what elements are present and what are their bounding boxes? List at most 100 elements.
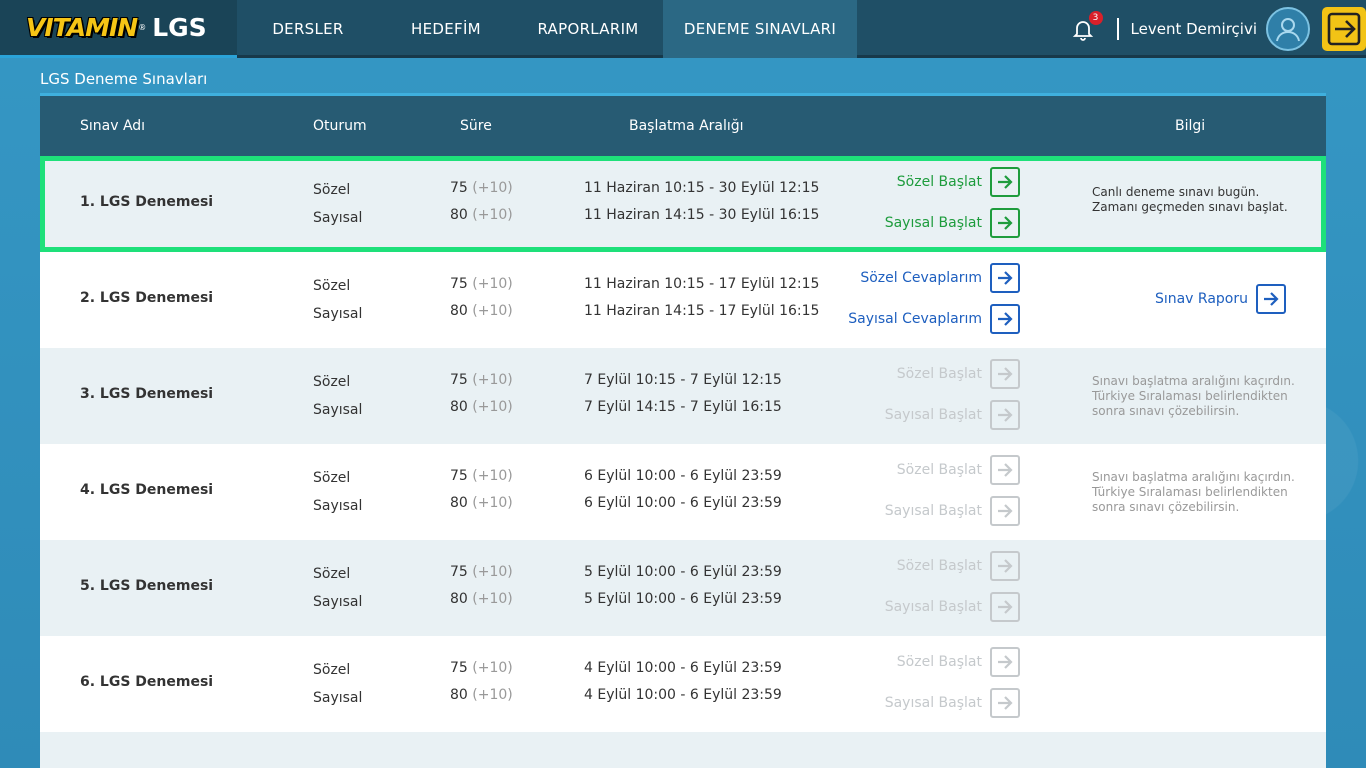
username[interactable]: Levent Demirçivi [1130,20,1257,38]
user-area: 3 Levent Demirçivi [1071,0,1366,58]
exam-report-button[interactable]: Sınav Raporu [1155,284,1286,314]
duration-verbal: 75 (+10) [450,276,513,292]
arrow-right-icon [990,647,1020,677]
numerical-action-button: Sayısal Başlat [885,496,1020,526]
duration-numerical: 80 (+10) [450,303,513,319]
table-row: 2. LGS Denemesi Sözel Sayısal 75 (+10) 80 (+… [40,252,1326,348]
numerical-action-button: Sayısal Başlat [885,592,1020,622]
range-numerical: 7 Eylül 14:15 - 7 Eylül 16:15 [584,399,782,415]
duration-extra: (+10) [472,495,513,511]
table-row: 6. LGS Denemesi Sözel Sayısal 75 (+10) 80 (+… [40,636,1326,732]
numerical-action-label: Sayısal Cevaplarım [848,311,982,327]
numerical-action-label: Sayısal Başlat [884,407,982,423]
header-start-range: Başlatma Aralığı [629,118,744,134]
arrow-right-icon [990,263,1020,293]
duration-extra: (+10) [472,207,513,223]
numerical-action-label: Sayısal Başlat [884,599,982,615]
range-verbal: 5 Eylül 10:00 - 6 Eylül 23:59 [584,564,782,580]
numerical-action-button[interactable]: Sayısal Cevaplarım [848,304,1020,334]
range-verbal: 11 Haziran 10:15 - 30 Eylül 12:15 [584,180,820,196]
duration-numerical: 80 (+10) [450,207,513,223]
duration-numerical: 80 (+10) [450,591,513,607]
duration-value: 80 [450,687,468,703]
range-numerical: 11 Haziran 14:15 - 30 Eylül 16:15 [584,207,820,223]
exam-name: 4. LGS Denemesi [80,482,214,498]
session-verbal: Sözel [313,278,351,294]
range-numerical: 6 Eylül 10:00 - 6 Eylül 23:59 [584,495,782,511]
duration-value: 80 [450,495,468,511]
numerical-action-button[interactable]: Sayısal Başlat [885,208,1020,238]
verbal-action-button: Sözel Başlat [897,551,1020,581]
session-verbal: Sözel [313,662,351,678]
verbal-action-button: Sözel Başlat [897,359,1020,389]
top-navbar: VITAMIN ® LGS DERSLER HEDEFİM RAPORLARIM … [0,0,1366,58]
avatar[interactable] [1266,7,1310,51]
user-icon [1276,18,1300,42]
logo-registered-mark: ® [138,23,147,32]
range-verbal: 11 Haziran 10:15 - 17 Eylül 12:15 [584,276,820,292]
table-row: 5. LGS Denemesi Sözel Sayısal 75 (+10) 80 (+… [40,540,1326,636]
session-verbal: Sözel [313,470,351,486]
logout-arrow-icon [1327,12,1361,46]
session-numerical: Sayısal [313,402,363,418]
verbal-action-label: Sözel Başlat [896,462,982,478]
numerical-action-button: Sayısal Başlat [885,400,1020,430]
notification-count-badge: 3 [1088,11,1103,25]
range-verbal: 7 Eylül 10:15 - 7 Eylül 12:15 [584,372,782,388]
arrow-right-icon [990,359,1020,389]
table-body: 1. LGS Denemesi Sözel Sayısal 75 (+10) 80 (+… [40,156,1326,732]
duration-extra: (+10) [472,180,513,196]
duration-verbal: 75 (+10) [450,372,513,388]
session-numerical: Sayısal [313,690,363,706]
nav-item-hedefim[interactable]: HEDEFİM [411,20,481,38]
range-verbal: 4 Eylül 10:00 - 6 Eylül 23:59 [584,660,782,676]
exam-name: 6. LGS Denemesi [80,674,214,690]
verbal-action-button[interactable]: Sözel Cevaplarım [860,263,1020,293]
session-verbal: Sözel [313,182,351,198]
exam-name: 5. LGS Denemesi [80,578,214,594]
exam-report-label: Sınav Raporu [1154,291,1248,307]
duration-verbal: 75 (+10) [450,180,513,196]
arrow-right-icon [1256,284,1286,314]
header-info: Bilgi [1175,118,1206,134]
logo[interactable]: VITAMIN ® LGS [0,0,237,58]
verbal-action-button[interactable]: Sözel Başlat [897,167,1020,197]
verbal-action-label: Sözel Başlat [896,366,982,382]
session-verbal: Sözel [313,374,351,390]
nav-item-deneme-sinavlari[interactable]: DENEME SINAVLARI [663,0,857,58]
range-numerical: 11 Haziran 14:15 - 17 Eylül 16:15 [584,303,820,319]
logo-vitamin: VITAMIN [26,13,138,42]
nav-item-raporlarim[interactable]: RAPORLARIM [537,20,639,38]
arrow-right-icon [990,167,1020,197]
page-title: LGS Deneme Sınavları [40,70,208,88]
arrow-right-icon [990,551,1020,581]
logout-button[interactable] [1322,7,1366,51]
session-numerical: Sayısal [313,594,363,610]
duration-value: 75 [450,660,468,676]
duration-value: 75 [450,180,468,196]
nav-menu: DERSLER HEDEFİM RAPORLARIM DENEME SINAVL… [237,0,857,58]
arrow-right-icon [990,688,1020,718]
session-numerical: Sayısal [313,306,363,322]
session-numerical: Sayısal [313,498,363,514]
verbal-action-label: Sözel Başlat [896,558,982,574]
duration-verbal: 75 (+10) [450,660,513,676]
notification-bell-icon[interactable]: 3 [1071,11,1103,41]
numerical-action-button: Sayısal Başlat [885,688,1020,718]
duration-value: 75 [450,276,468,292]
duration-value: 80 [450,399,468,415]
arrow-right-icon [990,455,1020,485]
duration-extra: (+10) [472,591,513,607]
duration-value: 75 [450,564,468,580]
exam-table: Sınav Adı Oturum Süre Başlatma Aralığı B… [40,93,1326,768]
verbal-action-label: Sözel Cevaplarım [860,270,982,286]
exam-name: 2. LGS Denemesi [80,290,214,306]
divider [1116,18,1119,40]
info-text: Sınavı başlatma aralığını kaçırdın. Türk… [1092,374,1295,418]
range-verbal: 6 Eylül 10:00 - 6 Eylül 23:59 [584,468,782,484]
nav-item-dersler[interactable]: DERSLER [272,20,344,38]
duration-value: 80 [450,207,468,223]
verbal-action-button: Sözel Başlat [897,647,1020,677]
duration-extra: (+10) [472,372,513,388]
duration-value: 80 [450,591,468,607]
